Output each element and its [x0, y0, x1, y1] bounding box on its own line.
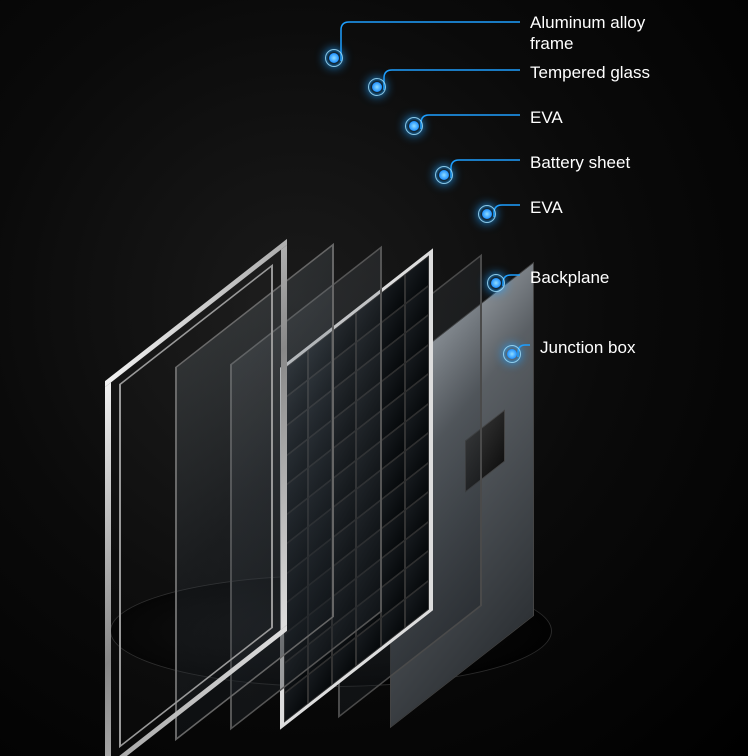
- marker-backplane: [487, 274, 505, 292]
- label-eva1: EVA: [530, 107, 563, 128]
- marker-eva2: [478, 205, 496, 223]
- label-eva2: EVA: [530, 197, 563, 218]
- marker-cells: [435, 166, 453, 184]
- marker-jbox: [503, 345, 521, 363]
- lead-cells: [451, 160, 520, 178]
- label-cells: Battery sheet: [530, 152, 630, 173]
- marker-eva1: [405, 117, 423, 135]
- label-backplane: Backplane: [530, 267, 609, 288]
- lead-eva2: [494, 205, 520, 217]
- marker-glass: [368, 78, 386, 96]
- lead-eva1: [421, 115, 520, 129]
- label-glass: Tempered glass: [530, 62, 650, 83]
- lead-glass: [384, 70, 520, 90]
- label-frame: Aluminum alloy frame: [530, 12, 645, 55]
- lead-frame: [341, 22, 520, 61]
- diagram-stage: Aluminum alloy frame Tempered glass EVA …: [0, 0, 748, 756]
- label-jbox: Junction box: [540, 337, 635, 358]
- marker-frame: [325, 49, 343, 67]
